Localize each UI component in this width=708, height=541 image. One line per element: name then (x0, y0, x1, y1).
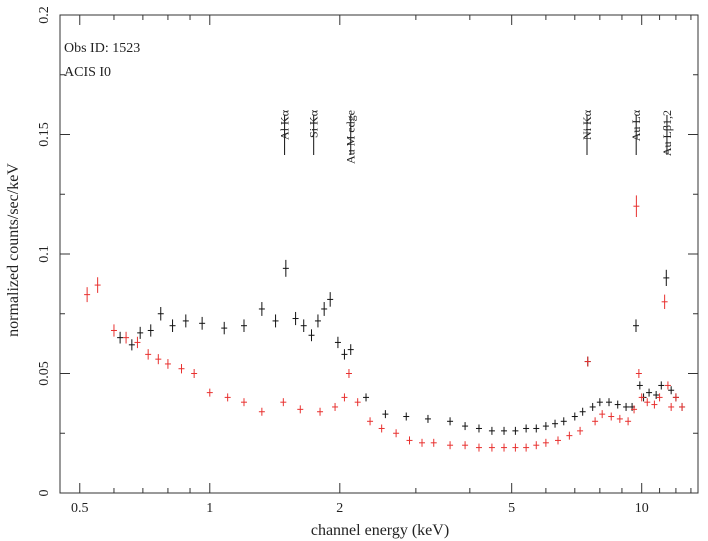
obs-id-annotation: Obs ID: 1523 (64, 41, 140, 56)
x-tick-label: 2 (336, 501, 343, 516)
y-tick-label: 0.1 (37, 245, 52, 263)
series-black (117, 259, 686, 435)
y-tick-label: 0.15 (37, 122, 52, 147)
x-tick-label: 0.5 (71, 501, 89, 516)
line-marker-label: Au Lβ1,2 (660, 110, 674, 156)
y-tick-label: 0.2 (37, 6, 52, 24)
x-tick-label: 10 (635, 501, 649, 516)
y-axis-ticks: 0 0.05 0.1 0.15 0.2 (37, 6, 698, 497)
x-tick-label: 5 (508, 501, 515, 516)
line-marker-label: Au Lα (629, 109, 643, 141)
x-tick-label: 1 (206, 501, 213, 516)
line-marker-label: Al Kα (278, 109, 292, 140)
series-red (84, 195, 686, 452)
x-axis-title: channel energy (keV) (311, 522, 449, 539)
y-tick-label: 0.05 (37, 361, 52, 386)
y-tick-label: 0 (37, 490, 52, 497)
line-marker-label: Si Kα (307, 109, 321, 138)
plot-border (59, 14, 699, 494)
y-axis-title: normalized counts/sec/keV (5, 163, 22, 337)
x-axis-ticks: 0.5 1 2 5 10 (71, 15, 692, 516)
instrument-annotation: ACIS I0 (64, 65, 111, 80)
plot-frame (59, 14, 699, 494)
line-markers: Al Kα Si Kα Au M edge Ni Kα Au Lα Au Lβ1,2 (278, 109, 674, 164)
data-series (84, 195, 686, 452)
line-marker-label: Ni Kα (580, 109, 594, 140)
line-marker-label: Au M edge (344, 110, 358, 164)
